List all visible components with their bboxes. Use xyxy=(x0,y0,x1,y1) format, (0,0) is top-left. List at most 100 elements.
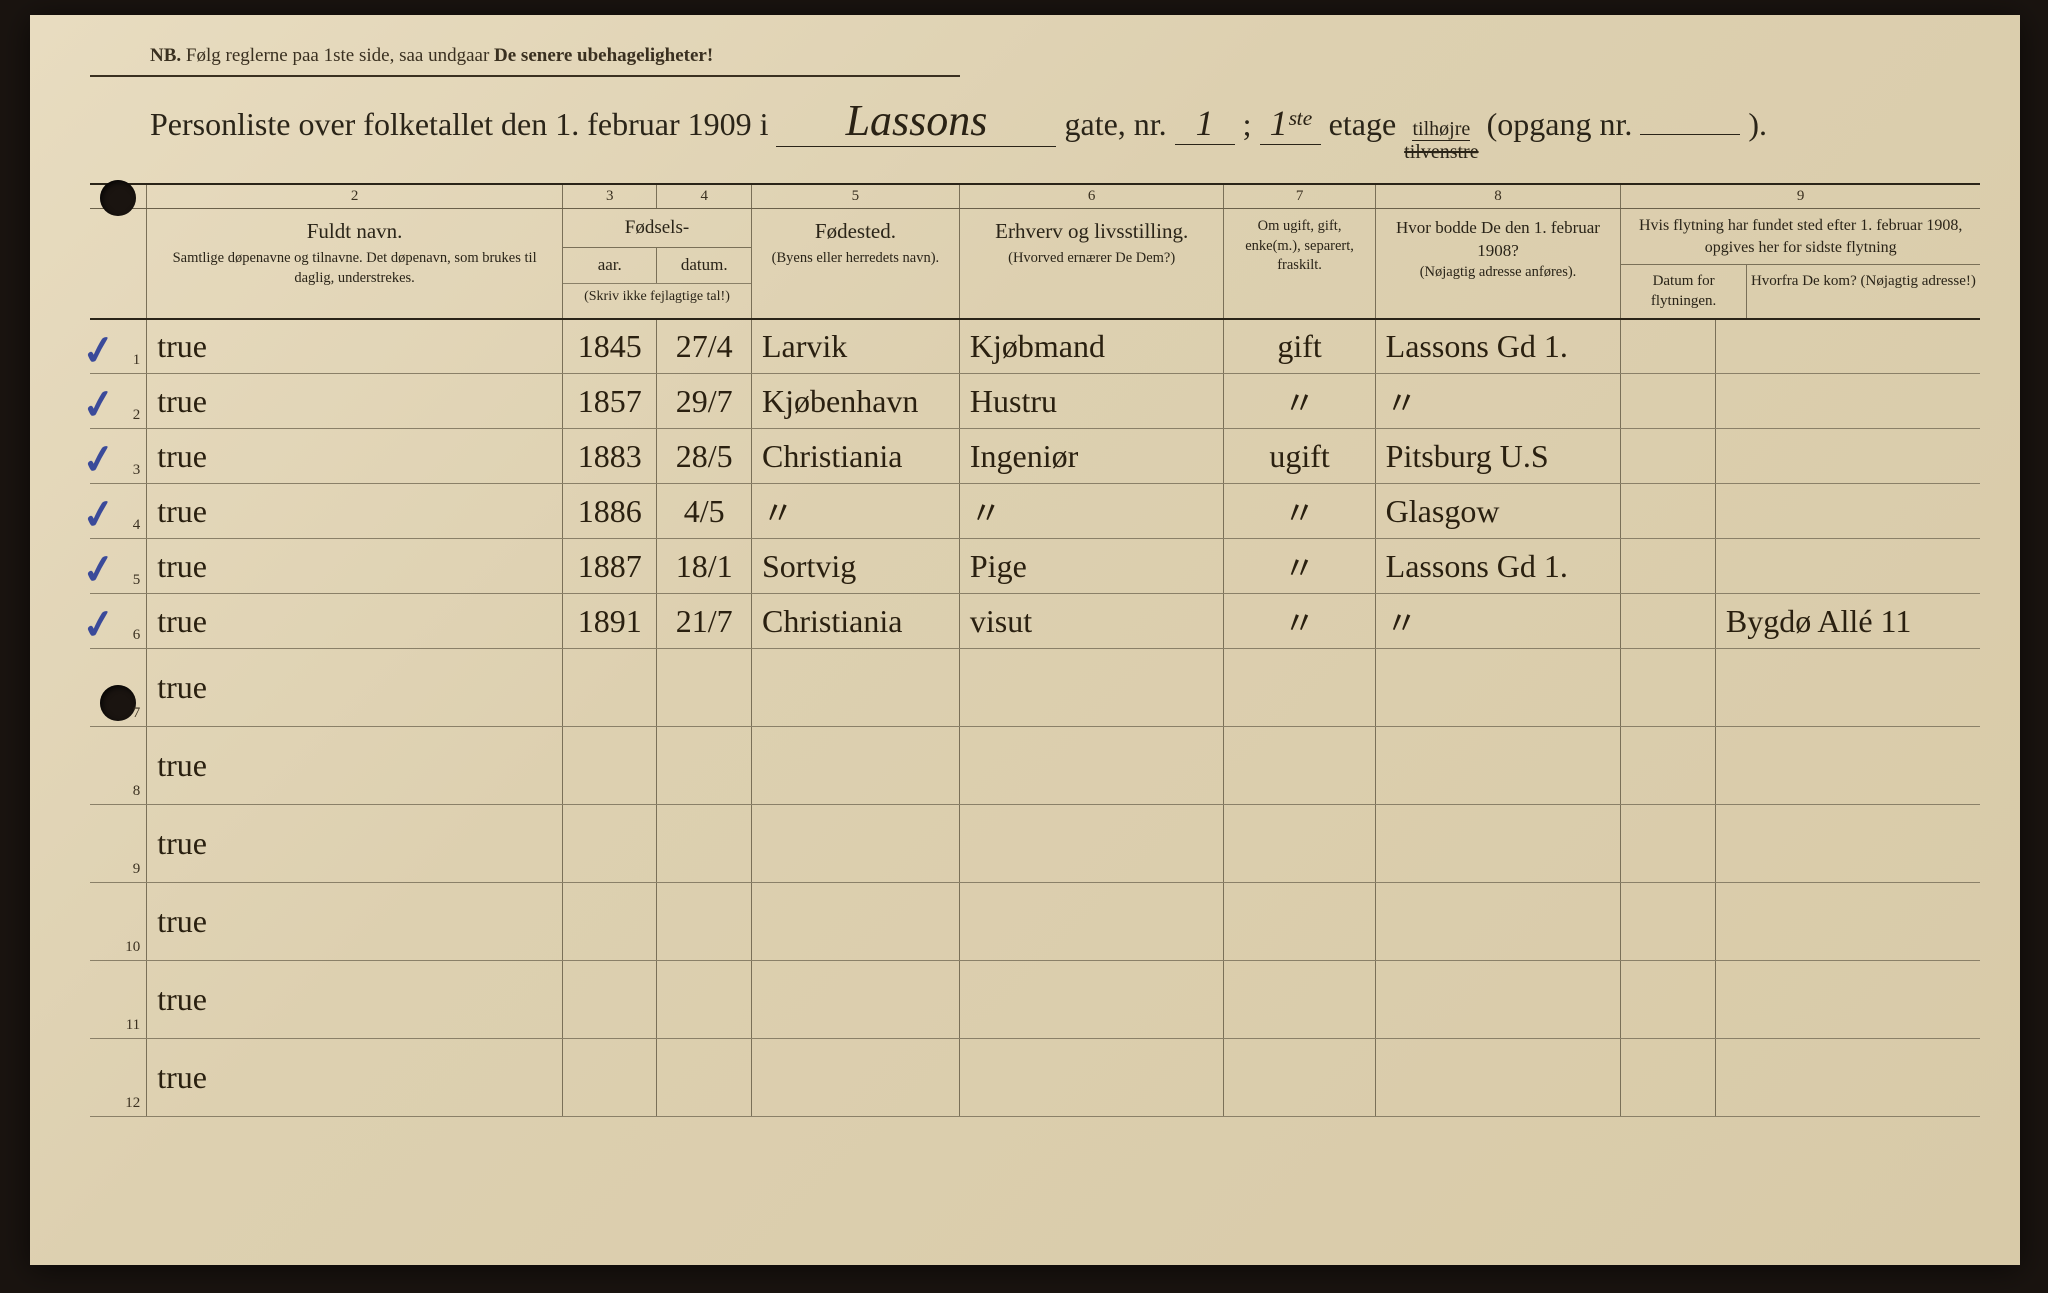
title-close: ). xyxy=(1748,106,1767,143)
cell xyxy=(1715,374,1980,429)
cell: true xyxy=(147,374,563,429)
cell xyxy=(1715,539,1980,594)
col9b-label: Hvorfra De kom? (Nøjagtig adresse!) xyxy=(1747,265,1980,318)
cell: Bygdø Allé 11 xyxy=(1715,594,1980,649)
col34-instr: (Skriv ikke fejlagtige tal!) xyxy=(563,283,751,311)
cell: 7 xyxy=(90,649,147,727)
side-top: tilhøjre xyxy=(1412,118,1470,141)
cell: true xyxy=(147,1039,563,1117)
cell: 1857 xyxy=(562,374,657,429)
cell xyxy=(959,961,1224,1039)
cell xyxy=(657,961,752,1039)
cell: 21/7 xyxy=(657,594,752,649)
cell xyxy=(751,805,959,883)
cell xyxy=(959,649,1224,727)
cell: ✓5 xyxy=(90,539,147,594)
form-title: Personliste over folketallet den 1. febr… xyxy=(90,77,1980,175)
cell xyxy=(751,883,959,961)
cell xyxy=(1375,883,1621,961)
table-row: 7true xyxy=(90,649,1980,727)
cell: 1886 xyxy=(562,484,657,539)
colnum: 7 xyxy=(1224,184,1375,209)
cell xyxy=(657,805,752,883)
cell: Christiania xyxy=(751,429,959,484)
binding-hole-icon xyxy=(100,180,136,216)
cell xyxy=(1621,539,1716,594)
cell xyxy=(1621,319,1716,374)
colnum: 3 xyxy=(562,184,657,209)
checkmark-icon: ✓ xyxy=(79,490,119,540)
nb-prefix: NB. xyxy=(150,45,181,66)
cell xyxy=(1715,1039,1980,1117)
cell: true xyxy=(147,594,563,649)
cell: 1883 xyxy=(562,429,657,484)
col5-main: Fødested. xyxy=(758,217,953,249)
cell: Pitsburg U.S xyxy=(1375,429,1621,484)
cell xyxy=(959,727,1224,805)
cell: ✓3 xyxy=(90,429,147,484)
col1-header xyxy=(90,209,147,319)
title-opgang: (opgang nr. xyxy=(1487,106,1633,143)
cell xyxy=(562,961,657,1039)
column-number-row: 1 2 3 4 5 6 7 8 9 xyxy=(90,184,1980,209)
cell: 〃 xyxy=(1224,539,1375,594)
cell: true xyxy=(147,805,563,883)
col9a-label: Datum for flytningen. xyxy=(1621,265,1747,318)
col2-sub: Samtlige døpenavne og tilnavne. Det døpe… xyxy=(153,249,556,288)
cell xyxy=(959,883,1224,961)
cell: Hustru xyxy=(959,374,1224,429)
cell: ugift xyxy=(1224,429,1375,484)
cell xyxy=(959,805,1224,883)
col6-sub: (Hvorved ernærer De Dem?) xyxy=(966,249,1218,269)
title-pre: Personliste over folketallet den 1. febr… xyxy=(150,106,768,143)
cell: true xyxy=(147,727,563,805)
cell: 10 xyxy=(90,883,147,961)
cell xyxy=(1715,727,1980,805)
colnum: 2 xyxy=(147,184,563,209)
cell xyxy=(657,883,752,961)
street-nr-field: 1 xyxy=(1175,102,1235,145)
checkmark-icon: ✓ xyxy=(79,326,119,376)
cell xyxy=(1715,961,1980,1039)
cell xyxy=(562,1039,657,1117)
cell xyxy=(562,883,657,961)
col7-label: Om ugift, gift, enke(m.), separert, fras… xyxy=(1230,217,1368,276)
table-row: 12true xyxy=(90,1039,1980,1117)
cell xyxy=(1715,805,1980,883)
table-row: 10true xyxy=(90,883,1980,961)
cell xyxy=(657,649,752,727)
cell: true xyxy=(147,484,563,539)
cell: 9 xyxy=(90,805,147,883)
cell: 11 xyxy=(90,961,147,1039)
cell: 1887 xyxy=(562,539,657,594)
col7-header: Om ugift, gift, enke(m.), separert, fras… xyxy=(1224,209,1375,319)
cell xyxy=(1375,961,1621,1039)
cell: gift xyxy=(1224,319,1375,374)
col34-header: Fødsels- aar. datum. (Skriv ikke fejlagt… xyxy=(562,209,751,319)
cell xyxy=(562,727,657,805)
cell xyxy=(1715,883,1980,961)
nb-text: Følg reglerne paa 1ste side, saa undgaar xyxy=(186,45,489,66)
col8-header: Hvor bodde De den 1. februar 1908? (Nøja… xyxy=(1375,209,1621,319)
cell: Ingeniør xyxy=(959,429,1224,484)
cell: 〃 xyxy=(1375,374,1621,429)
table-body: ✓1true184527/4LarvikKjøbmandgiftLassons … xyxy=(90,319,1980,1117)
cell: 8 xyxy=(90,727,147,805)
census-table: 1 2 3 4 5 6 7 8 9 Fuldt navn. Samtlige d… xyxy=(90,183,1980,1117)
table-row: ✓4true18864/5〃〃〃Glasgow xyxy=(90,484,1980,539)
cell: ✓1 xyxy=(90,319,147,374)
cell xyxy=(1621,727,1716,805)
colnum: 5 xyxy=(751,184,959,209)
colnum: 9 xyxy=(1621,184,1980,209)
cell xyxy=(1715,649,1980,727)
etage-field: 1ˢᵗᵉ xyxy=(1260,102,1321,145)
opgang-field xyxy=(1640,134,1740,135)
cell: ✓4 xyxy=(90,484,147,539)
cell: true xyxy=(147,883,563,961)
colnum: 4 xyxy=(657,184,752,209)
checkmark-icon: ✓ xyxy=(79,545,119,595)
col8-main: Hvor bodde De den 1. februar 1908? xyxy=(1382,217,1615,263)
cell xyxy=(751,649,959,727)
cell: 〃 xyxy=(751,484,959,539)
nb-notice: NB. Følg reglerne paa 1ste side, saa und… xyxy=(90,45,960,77)
